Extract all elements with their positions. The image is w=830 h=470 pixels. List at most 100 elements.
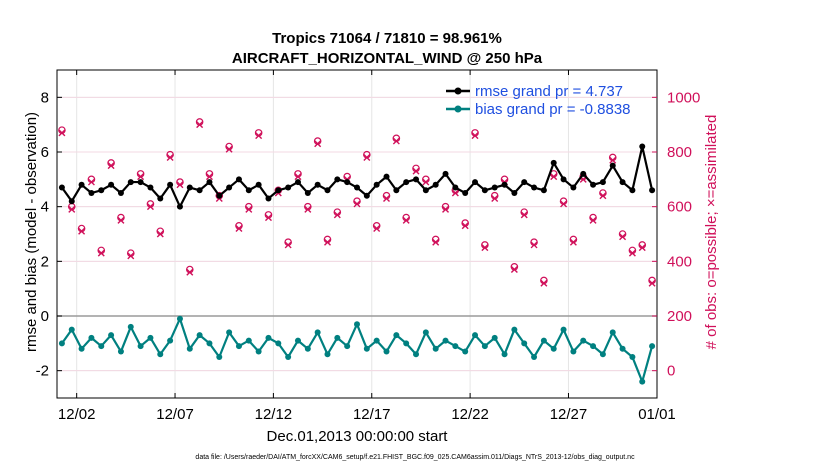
bias-series-point — [294, 337, 301, 344]
grid-lines — [57, 70, 658, 398]
bias-series-point — [609, 329, 616, 336]
bias-series-point — [550, 345, 557, 352]
obs-assimilated-point — [353, 200, 361, 208]
obs-assimilated-cross-b — [107, 162, 115, 170]
rmse-series-point — [501, 181, 508, 188]
y-right-tick-label: 800 — [667, 144, 692, 161]
y-right-tick-label: 200 — [667, 308, 692, 325]
obs-assimilated-point — [363, 153, 371, 161]
bias-series-point — [265, 334, 272, 341]
obs-assimilated-point — [530, 241, 538, 249]
obs-assimilated-cross-b — [363, 153, 371, 161]
x-tick-label: 01/01 — [638, 406, 676, 423]
bias-series-point — [639, 378, 646, 385]
rmse-series-point — [98, 187, 105, 194]
rmse-series-point — [354, 184, 360, 191]
obs-assimilated-cross-b — [451, 189, 459, 197]
bias-series-point — [314, 329, 321, 336]
rmse-series-point — [88, 190, 95, 196]
bias-series-point — [521, 340, 528, 347]
obs-assimilated-cross-b — [628, 249, 636, 257]
rmse-series-point — [58, 184, 65, 191]
rmse-series-point — [363, 192, 370, 199]
bias-series-point — [403, 340, 410, 347]
bias-series-point — [422, 329, 429, 336]
x-tick-label: 12/27 — [550, 406, 588, 423]
rmse-series-point — [344, 179, 351, 186]
bias-series-point — [108, 332, 115, 339]
obs-assimilated-cross-b — [225, 145, 233, 153]
obs-assimilated-cross-b — [137, 173, 145, 181]
rmse-series-point — [403, 179, 410, 186]
rmse-series-point — [245, 187, 252, 194]
obs-assimilated-point — [146, 203, 154, 211]
x-tick-label: 12/02 — [58, 406, 96, 423]
rmse-series-point — [422, 187, 429, 194]
rmse-series-point — [186, 184, 193, 191]
rmse-series-point — [560, 176, 567, 183]
obs-assimilated-cross-b — [569, 238, 577, 246]
obs-assimilated-cross-b — [68, 205, 76, 213]
bias-series-point — [137, 343, 144, 350]
chart-title-line2: AIRCRAFT_HORIZONTAL_WIND @ 250 hPa — [232, 50, 543, 67]
obs-assimilated-point — [402, 216, 410, 224]
obs-assimilated-point — [255, 132, 263, 140]
bias-series-point — [629, 354, 636, 360]
obs-assimilated-point — [648, 279, 656, 287]
rmse-series-point — [304, 190, 311, 196]
bias-series-point — [393, 332, 400, 339]
obs-assimilated-cross-b — [58, 129, 66, 137]
rmse-series-point — [570, 184, 577, 191]
bias-series-point — [176, 315, 183, 322]
obs-assimilated-cross-b — [146, 203, 154, 211]
y-left-tick-label: 4 — [41, 199, 49, 216]
bias-series-point — [88, 334, 95, 341]
rmse-series-point — [442, 170, 449, 177]
bias-series-point — [304, 345, 311, 352]
obs-assimilated-cross-b — [510, 266, 518, 274]
legend-bias-label: bias grand pr = -0.8838 — [475, 101, 631, 118]
y-left-tick-label: -2 — [36, 363, 49, 380]
x-axis-label: Dec.01,2013 00:00:00 start — [267, 428, 449, 445]
obs-assimilated-cross-b — [156, 230, 164, 238]
x-tick-label: 12/12 — [255, 406, 293, 423]
x-tick-label: 12/17 — [353, 406, 391, 423]
rmse-series-point — [314, 181, 321, 188]
legend-rmse-marker — [454, 87, 462, 95]
obs-assimilated-point — [560, 200, 568, 208]
bias-series-point — [599, 351, 606, 358]
obs-assimilated-cross-b — [599, 192, 607, 200]
obs-assimilated-point — [176, 181, 184, 189]
obs-assimilated-cross-b — [176, 181, 184, 189]
legend: rmse grand pr = 4.737 bias grand pr = -0… — [446, 83, 631, 118]
rmse-series-point — [216, 192, 223, 199]
y-right-tick-label: 600 — [667, 199, 692, 216]
rmse-series-point — [649, 187, 656, 194]
bias-series-point — [275, 340, 282, 347]
obs-assimilated-point — [137, 173, 145, 181]
obs-assimilated-point — [166, 153, 174, 161]
obs-assimilated-point — [97, 249, 105, 257]
obs-assimilated-cross-b — [117, 216, 125, 224]
rmse-series-point — [629, 187, 636, 194]
bias-series-point — [590, 343, 597, 350]
obs-assimilated-cross-b — [294, 173, 302, 181]
bias-series-point — [462, 348, 469, 355]
bias-series-point — [560, 326, 567, 333]
bias-series-point — [196, 332, 203, 339]
obs-assimilated-cross-b — [550, 173, 558, 181]
obs-assimilated-cross-b — [186, 268, 194, 276]
obs-assimilated-point — [87, 178, 95, 186]
bias-series-point — [167, 337, 174, 344]
bias-series-point — [117, 348, 124, 355]
rmse-series-point — [413, 176, 420, 183]
obs-assimilated-cross-b — [412, 167, 420, 175]
obs-assimilated-point — [58, 129, 66, 137]
bias-series-point — [413, 351, 420, 358]
rmse-series-point — [108, 181, 115, 188]
obs-assimilated-point — [412, 167, 420, 175]
obs-assimilated-cross-b — [392, 137, 400, 145]
rmse-series-point — [334, 176, 341, 183]
obs-assimilated-point — [205, 173, 213, 181]
obs-assimilated-point — [383, 194, 391, 202]
